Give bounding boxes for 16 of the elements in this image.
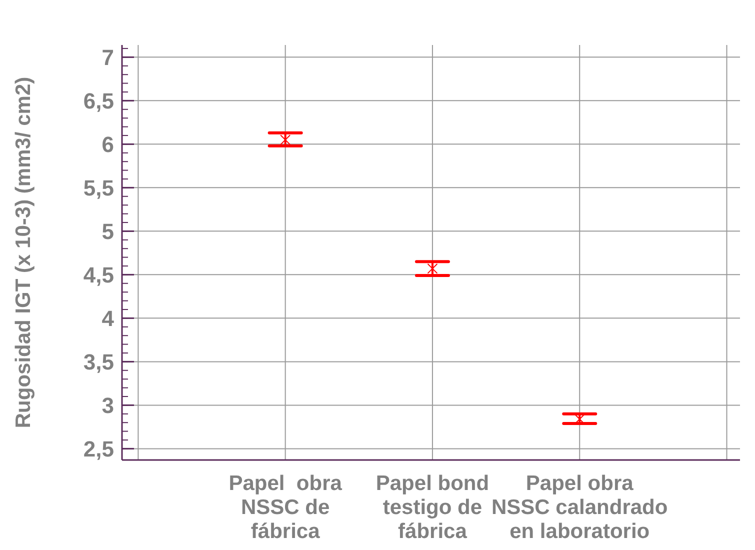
y-tick-label: 5,5 (83, 175, 114, 200)
x-tick-label: Papel bond testigo de fábrica (376, 472, 490, 543)
y-tick-label: 3,5 (83, 349, 114, 374)
y-tick-label: 4,5 (83, 262, 114, 288)
point (427, 263, 438, 274)
point (280, 134, 291, 146)
y-tick-label: 3 (102, 392, 114, 418)
y-tick-label: 4 (102, 306, 115, 331)
y-tick-label: 7 (102, 44, 114, 70)
y-tick-label: 5 (102, 218, 114, 244)
y-tick-label: 6,5 (83, 88, 114, 114)
x-tick-label: Papel obra NSSC de fábrica (228, 472, 342, 543)
y-axis-title: Rugosidad IGT (x 10-3) (mm3/ cm2) (12, 76, 35, 428)
y-tick-label: 2,5 (83, 436, 114, 462)
x-tick-label: Papel obra NSSC calandrado en laboratorio (492, 472, 668, 543)
y-tick-label: 6 (102, 132, 114, 157)
